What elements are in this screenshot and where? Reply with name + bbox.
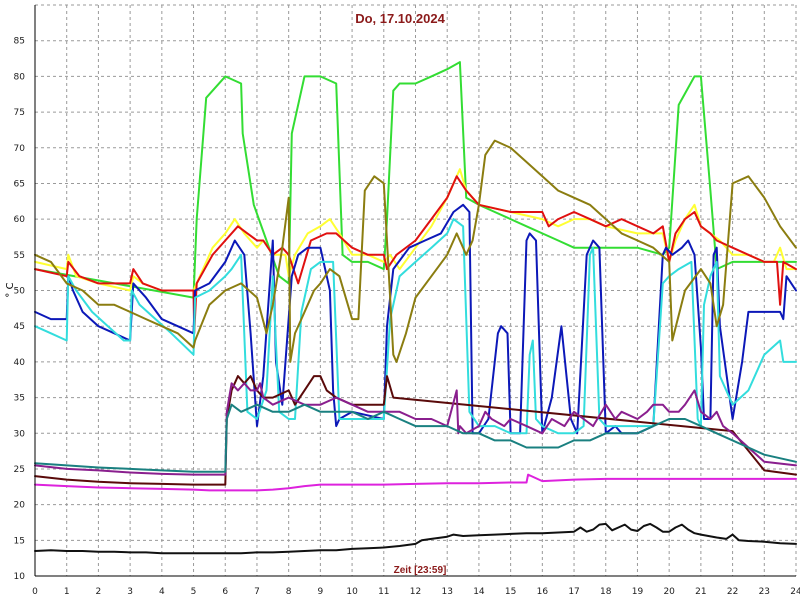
y-tick-label: 80 bbox=[14, 72, 26, 82]
x-tick-label: 13 bbox=[441, 587, 452, 597]
x-tick-label: 16 bbox=[537, 587, 549, 597]
x-tick-label: 22 bbox=[727, 587, 738, 597]
x-tick-label: 23 bbox=[759, 587, 770, 597]
x-tick-label: 7 bbox=[254, 587, 260, 597]
series-line-5 bbox=[34, 218, 797, 435]
series-line-11 bbox=[34, 473, 797, 492]
y-tick-label: 30 bbox=[14, 429, 26, 439]
series-line-6 bbox=[34, 139, 797, 363]
series-layer bbox=[34, 61, 797, 555]
x-tick-label: 12 bbox=[410, 587, 421, 597]
x-tick-label: 21 bbox=[695, 587, 706, 597]
y-axis-label: ° C bbox=[5, 282, 16, 297]
x-tick-label: 1 bbox=[64, 587, 70, 597]
x-tick-label: 24 bbox=[790, 587, 800, 597]
x-tick-label: 10 bbox=[346, 587, 358, 597]
x-tick-label: 5 bbox=[191, 587, 197, 597]
y-tick-label: 45 bbox=[14, 322, 25, 332]
y-tick-label: 40 bbox=[14, 358, 26, 368]
x-tick-label: 11 bbox=[378, 587, 389, 597]
series-line-9 bbox=[34, 403, 797, 473]
y-tick-label: 75 bbox=[14, 108, 25, 118]
y-tick-label: 65 bbox=[14, 179, 25, 189]
x-tick-label: 17 bbox=[568, 587, 579, 597]
series-line-7 bbox=[34, 375, 797, 486]
y-tick-label: 55 bbox=[14, 251, 25, 261]
y-tick-label: 35 bbox=[14, 394, 25, 404]
series-line-10 bbox=[34, 522, 797, 555]
x-tick-label: 19 bbox=[632, 587, 644, 597]
y-tick-label: 10 bbox=[14, 572, 26, 582]
tick-labels: 0 1 2 3 4 5 6 7 8 9 10 11 12 13 14 15 16 17 18 19 20 21 22 23 24… bbox=[14, 37, 800, 597]
x-tick-label: 18 bbox=[600, 587, 612, 597]
x-tick-label: 9 bbox=[318, 587, 324, 597]
x-tick-label: 0 bbox=[32, 587, 38, 597]
y-tick-label: 50 bbox=[14, 287, 26, 297]
x-tick-label: 8 bbox=[286, 587, 292, 597]
x-tick-label: 20 bbox=[663, 587, 675, 597]
x-tick-label: 4 bbox=[159, 587, 165, 597]
y-tick-label: 85 bbox=[14, 37, 25, 47]
x-tick-label: 14 bbox=[473, 587, 485, 597]
x-tick-label: 15 bbox=[505, 587, 516, 597]
y-tick-label: 70 bbox=[14, 144, 26, 154]
chart-title: Do, 17.10.2024 bbox=[355, 11, 445, 26]
x-axis-label: Zeit [23:59] bbox=[394, 565, 447, 576]
x-tick-label: 6 bbox=[222, 587, 228, 597]
series-line-1 bbox=[34, 61, 797, 299]
x-tick-label: 2 bbox=[96, 587, 102, 597]
y-tick-label: 25 bbox=[14, 465, 25, 475]
y-tick-label: 15 bbox=[14, 536, 25, 546]
x-tick-label: 3 bbox=[127, 587, 133, 597]
y-tick-label: 20 bbox=[14, 501, 26, 511]
y-tick-label: 60 bbox=[14, 215, 26, 225]
